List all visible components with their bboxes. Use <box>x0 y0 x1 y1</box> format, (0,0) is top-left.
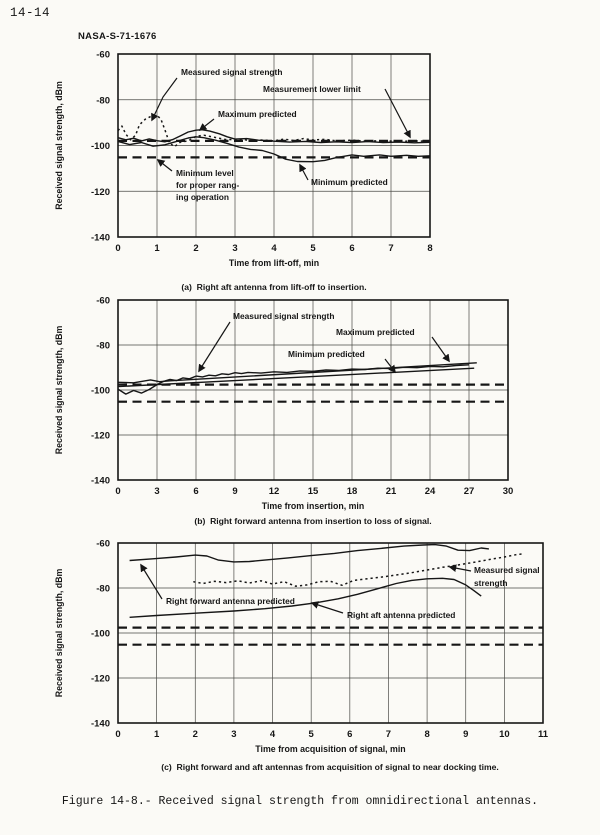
x-tick-label: 3 <box>231 729 236 740</box>
x-tick-label: 30 <box>503 486 514 497</box>
right-aft-antenna-predicted-arrow <box>310 601 344 614</box>
y-tick-label: -140 <box>91 476 110 487</box>
x-tick-label: 7 <box>386 729 391 740</box>
x-tick-label: 3 <box>154 486 159 497</box>
measured-signal-strength-arrow <box>151 77 178 122</box>
plot-border <box>117 53 431 238</box>
right-aft-antenna-predicted-label: Right aft antenna predicted <box>347 610 455 620</box>
series-measured-signal-strength <box>117 114 431 148</box>
x-tick-label: 0 <box>115 243 120 254</box>
x-tick-label: 8 <box>424 729 429 740</box>
subcaption-b: (b) Right forward antenna from insertion… <box>194 516 432 526</box>
x-tick-label: 6 <box>349 243 354 254</box>
x-tick-label: 5 <box>310 243 316 254</box>
series-right-forward-antenna-predicted <box>129 543 489 563</box>
chart-a: 0 1 2 3 4 5 6 7 8 -60 -80 -100 -120 -140 Measured sign… <box>54 50 433 269</box>
x-axis-label: Time from acquisition of signal, min <box>255 744 405 754</box>
x-tick-label: 9 <box>463 729 468 740</box>
minimum-predicted-label: Minimum predicted <box>288 349 365 359</box>
y-tick-label: -120 <box>91 674 110 685</box>
maximum-predicted-label: Maximum predicted <box>218 109 297 119</box>
measured-signal-strength-label: strength <box>474 578 508 588</box>
minimum-predicted-arrow <box>299 163 309 181</box>
y-tick-label: -60 <box>96 50 110 61</box>
x-tick-label: 0 <box>115 486 120 497</box>
y-tick-label: -100 <box>91 629 110 640</box>
minimum-predicted-label: Minimum predicted <box>311 177 388 187</box>
y-tick-label: -140 <box>91 233 110 244</box>
maximum-predicted-label: Maximum predicted <box>336 327 415 337</box>
series-measured-signal-strength <box>193 553 524 587</box>
x-tick-label: 12 <box>269 486 280 497</box>
y-axis-label: Received signal strength, dBm <box>54 81 64 210</box>
y-tick-label: -80 <box>96 341 110 352</box>
measured-signal-strength-label: Measured signal strength <box>233 311 334 321</box>
x-tick-label: 11 <box>538 729 549 740</box>
plot-border <box>117 542 544 724</box>
chart-c: 0 1 2 3 4 5 6 7 8 9 10 11 -60 -80 -100 -120 -140 Right fo… <box>54 539 549 755</box>
minimum-level-ranging-label: for proper rang- <box>176 180 239 190</box>
x-tick-label: 7 <box>388 243 393 254</box>
right-forward-antenna-predicted-arrow <box>140 563 163 600</box>
series-right-aft-antenna-predicted <box>129 577 482 618</box>
minimum-level-ranging-label: ing operation <box>176 192 229 202</box>
x-tick-label: 8 <box>427 243 432 254</box>
x-tick-label: 1 <box>154 243 160 254</box>
y-tick-label: -60 <box>96 539 110 550</box>
measured-signal-strength-label: Measured signal <box>474 565 540 575</box>
y-tick-label: -120 <box>91 187 110 198</box>
x-tick-label: 0 <box>115 729 120 740</box>
subcaption-c: (c) Right forward and aft antennas from … <box>161 762 499 772</box>
y-tick-label: -100 <box>91 141 110 152</box>
chart-b: 0 3 6 9 12 15 18 21 24 27 30 -60 -80 -100 -120 -140 Meas… <box>54 296 513 512</box>
right-forward-antenna-predicted-label: Right forward antenna predicted <box>166 596 295 606</box>
y-tick-label: -80 <box>96 584 110 595</box>
x-tick-label: 1 <box>154 729 160 740</box>
y-tick-label: -100 <box>91 386 110 397</box>
figure-caption: Figure 14-8.- Received signal strength f… <box>61 795 539 808</box>
y-tick-label: -60 <box>96 296 110 307</box>
x-tick-label: 10 <box>499 729 510 740</box>
x-tick-label: 3 <box>232 243 237 254</box>
x-tick-label: 18 <box>347 486 358 497</box>
x-axis-label: Time from insertion, min <box>262 501 364 511</box>
x-tick-label: 6 <box>193 486 198 497</box>
minimum-level-ranging-arrow <box>156 159 173 172</box>
x-tick-label: 2 <box>193 729 198 740</box>
x-tick-label: 15 <box>308 486 319 497</box>
measured-signal-strength-label: Measured signal strength <box>181 67 282 77</box>
measurement-lower-limit-arrow <box>384 88 411 139</box>
maximum-predicted-arrow <box>431 336 450 363</box>
subcaption-a: (a) Right aft antenna from lift-off to i… <box>181 282 367 292</box>
x-tick-label: 6 <box>347 729 352 740</box>
measured-signal-strength-arrow <box>448 564 472 572</box>
x-tick-label: 21 <box>386 486 397 497</box>
x-tick-label: 27 <box>464 486 475 497</box>
x-tick-label: 4 <box>271 243 277 254</box>
x-axis-label: Time from lift-off, min <box>229 258 319 268</box>
x-tick-label: 5 <box>309 729 315 740</box>
y-tick-label: -140 <box>91 719 110 730</box>
maximum-predicted-arrow <box>198 118 215 131</box>
y-tick-label: -80 <box>96 95 110 106</box>
x-tick-label: 4 <box>270 729 276 740</box>
page-number: 14-14 <box>10 6 51 20</box>
series-maximum-predicted <box>117 362 477 384</box>
x-tick-label: 9 <box>232 486 237 497</box>
x-tick-label: 24 <box>425 486 436 497</box>
document-id: NASA-S-71-1676 <box>78 31 157 42</box>
plot-border <box>117 299 509 481</box>
measurement-lower-limit-label: Measurement lower limit <box>263 84 361 94</box>
minimum-predicted-arrow <box>384 358 396 374</box>
y-axis-label: Received signal strength, dBm <box>54 326 64 455</box>
y-tick-label: -120 <box>91 431 110 442</box>
x-tick-label: 2 <box>193 243 198 254</box>
measured-signal-strength-arrow <box>198 321 231 373</box>
minimum-level-ranging-label: Minimum level <box>176 168 234 178</box>
y-axis-label: Received signal strength, dBm <box>54 569 64 698</box>
series-minimum-predicted <box>117 136 431 163</box>
